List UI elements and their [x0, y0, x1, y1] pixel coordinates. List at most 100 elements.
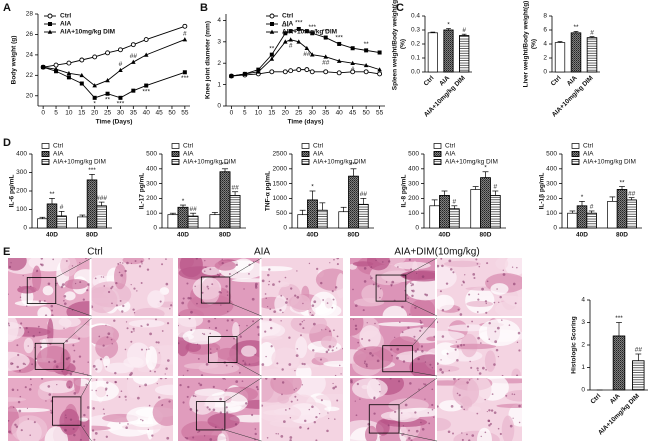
cell: [201, 291, 204, 294]
cell: [408, 429, 411, 432]
x-tick-label: 80D: [480, 232, 492, 239]
marker: [79, 72, 85, 78]
cell: [488, 424, 491, 427]
cell: [327, 412, 329, 414]
bar: [167, 214, 179, 229]
cell: [477, 336, 480, 340]
cell: [315, 439, 318, 441]
tissue-feature: [8, 351, 30, 371]
cell: [419, 319, 422, 322]
cell: [245, 402, 248, 405]
y-tick-label: 200: [16, 188, 27, 195]
cell: [134, 260, 137, 263]
y-tick-label: 500: [276, 210, 287, 217]
cell: [225, 388, 227, 391]
cell: [304, 419, 307, 423]
cell: [441, 335, 445, 338]
series-line: [231, 39, 380, 77]
significance-mark: ##: [189, 206, 197, 213]
cell: [513, 393, 516, 396]
tissue-feature: [437, 294, 455, 311]
cell: [200, 374, 204, 376]
tissue-feature: [241, 345, 257, 357]
cell: [35, 357, 38, 360]
x-tick-label: 45: [349, 110, 357, 117]
cell: [65, 416, 67, 419]
significance-mark: ##: [303, 51, 311, 58]
cell: [288, 407, 291, 410]
cell: [198, 382, 200, 385]
cell: [471, 434, 475, 437]
cell: [313, 300, 317, 304]
cell: [495, 348, 499, 352]
cell: [424, 361, 427, 363]
cell: [114, 380, 117, 384]
bar-hatch: [41, 159, 50, 165]
cell: [266, 306, 269, 308]
cell: [493, 363, 496, 366]
legend-swatch: [433, 143, 442, 149]
cell: [60, 285, 64, 289]
cell: [149, 370, 152, 373]
bar: [470, 189, 481, 229]
cell: [431, 403, 434, 407]
cell: [460, 405, 463, 409]
cell: [168, 400, 171, 403]
cell: [110, 287, 113, 290]
cell: [25, 327, 28, 330]
cell: [52, 258, 55, 261]
cell: [148, 348, 150, 350]
legend-label: AIA+10mg/kg DIM: [313, 159, 366, 166]
marker: [323, 54, 329, 59]
cell: [94, 432, 98, 435]
x-axis-label: Time (days): [287, 119, 323, 126]
cell: [476, 262, 479, 265]
significance-mark: *: [182, 198, 185, 205]
cell: [280, 320, 282, 322]
legend-swatch: [571, 143, 580, 149]
tissue-feature: [64, 291, 76, 301]
cell: [148, 258, 150, 260]
cell: [290, 400, 293, 403]
cell: [8, 324, 11, 327]
cell: [273, 310, 277, 314]
cell: [248, 363, 251, 366]
cell: [428, 422, 431, 425]
cell: [124, 348, 127, 351]
cell: [24, 363, 27, 366]
significance-mark: ***: [335, 35, 343, 42]
cell: [308, 262, 311, 265]
cell: [421, 275, 425, 278]
cell: [16, 365, 19, 369]
cell: [309, 311, 312, 314]
cell: [389, 378, 392, 380]
cell: [280, 294, 283, 297]
y-tick-label: 0: [23, 225, 27, 232]
tissue-feature: [437, 330, 465, 341]
cell: [146, 268, 150, 271]
cell: [15, 425, 19, 428]
y-tick-label: 400: [16, 151, 27, 158]
cell: [106, 381, 109, 384]
y-tick-label: 28: [26, 11, 34, 18]
tissue-feature: [465, 287, 495, 314]
legend-label: Ctrl: [445, 143, 456, 150]
cell: [518, 421, 521, 424]
histology-image: [350, 318, 435, 376]
cell: [65, 357, 69, 361]
cell: [186, 395, 189, 398]
cell: [202, 332, 204, 335]
cell: [390, 285, 393, 287]
zoom-line: [412, 317, 438, 346]
cell: [399, 321, 401, 324]
cell: [452, 271, 455, 274]
cell: [197, 431, 199, 433]
cell: [31, 363, 33, 366]
cell: [149, 332, 152, 336]
histology-image: [8, 318, 90, 376]
cell: [82, 372, 84, 374]
cell: [79, 281, 82, 284]
tissue-feature: [182, 328, 222, 345]
cell: [332, 298, 335, 301]
cell: [488, 409, 491, 412]
